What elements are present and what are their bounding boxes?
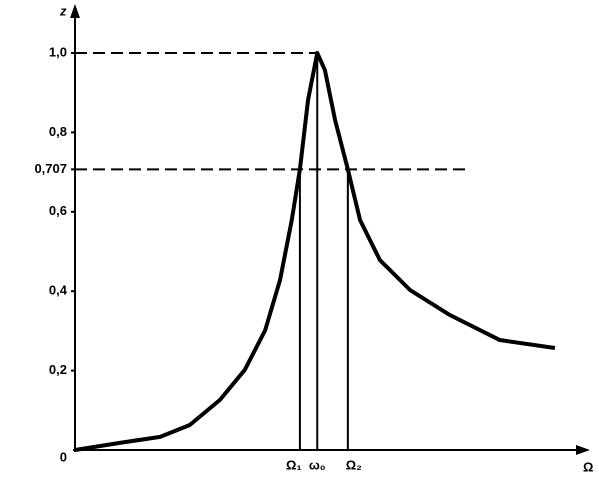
- y-tick-label: 0: [60, 449, 67, 464]
- y-axis-arrow: [70, 4, 80, 18]
- y-tick-label: 0,707: [34, 161, 67, 176]
- curve: [74, 51, 556, 452]
- y-tick-label: 0,6: [49, 203, 67, 218]
- y-tick-label: 0,4: [49, 283, 68, 298]
- x-axis-label: Ω: [583, 459, 593, 474]
- y-tick-label: 0,8: [49, 124, 67, 139]
- marker-label: ω₀: [309, 457, 326, 472]
- marker-label: Ω₂: [346, 457, 362, 472]
- x-axis-arrow: [576, 445, 590, 455]
- marker-label: Ω₁: [286, 457, 302, 472]
- y-axis-label: z: [59, 3, 67, 18]
- y-tick-label: 0,2: [49, 362, 67, 377]
- y-tick-label: 1,0: [49, 44, 67, 59]
